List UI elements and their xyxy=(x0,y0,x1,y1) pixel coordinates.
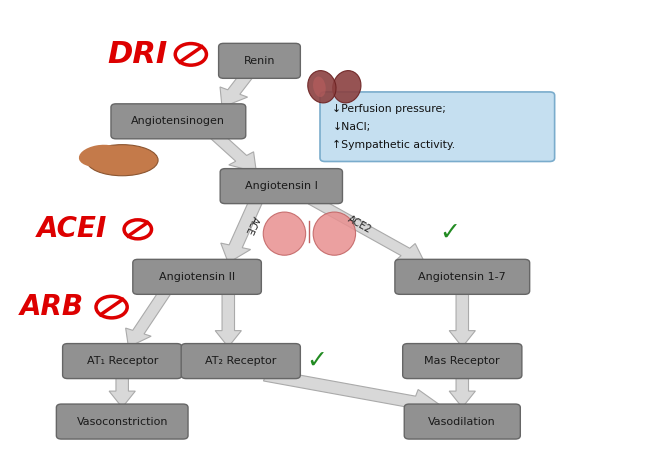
FancyArrow shape xyxy=(220,72,253,107)
Text: Angiotensinogen: Angiotensinogen xyxy=(131,116,226,126)
Text: DRI: DRI xyxy=(108,40,168,69)
Text: ↓NaCl;: ↓NaCl; xyxy=(333,122,370,132)
FancyBboxPatch shape xyxy=(62,344,182,378)
Text: Angiotensin II: Angiotensin II xyxy=(159,272,235,282)
Text: AT₁ Receptor: AT₁ Receptor xyxy=(86,356,158,366)
FancyArrow shape xyxy=(211,132,256,172)
FancyArrow shape xyxy=(308,197,425,263)
Ellipse shape xyxy=(263,212,305,255)
FancyArrow shape xyxy=(221,199,263,263)
Ellipse shape xyxy=(86,144,158,176)
Text: ACEI: ACEI xyxy=(37,215,107,243)
Text: ↓Perfusion pressure;: ↓Perfusion pressure; xyxy=(333,104,447,114)
FancyBboxPatch shape xyxy=(111,104,246,139)
FancyBboxPatch shape xyxy=(220,169,343,203)
FancyBboxPatch shape xyxy=(403,344,522,378)
FancyBboxPatch shape xyxy=(133,259,261,294)
FancyArrow shape xyxy=(109,375,135,408)
Text: ✓: ✓ xyxy=(439,220,460,244)
FancyBboxPatch shape xyxy=(181,344,300,378)
Text: Angiotensin I: Angiotensin I xyxy=(245,181,318,191)
Text: ↑Sympathetic activity.: ↑Sympathetic activity. xyxy=(333,140,456,150)
Ellipse shape xyxy=(333,71,361,103)
FancyBboxPatch shape xyxy=(57,404,188,439)
Text: AT₂ Receptor: AT₂ Receptor xyxy=(205,356,276,366)
FancyBboxPatch shape xyxy=(218,43,300,78)
Ellipse shape xyxy=(313,76,326,97)
FancyArrow shape xyxy=(449,291,475,347)
FancyBboxPatch shape xyxy=(320,92,554,162)
Ellipse shape xyxy=(79,145,122,167)
Ellipse shape xyxy=(307,71,336,103)
Text: ✓: ✓ xyxy=(307,349,328,373)
Text: Vasodilation: Vasodilation xyxy=(428,417,496,427)
Text: Mas Receptor: Mas Receptor xyxy=(424,356,500,366)
FancyArrow shape xyxy=(449,375,475,408)
FancyArrow shape xyxy=(125,289,172,347)
FancyArrow shape xyxy=(263,369,443,414)
Text: Angiotensin 1-7: Angiotensin 1-7 xyxy=(419,272,506,282)
FancyBboxPatch shape xyxy=(395,259,530,294)
Text: ACE2: ACE2 xyxy=(346,214,373,236)
FancyBboxPatch shape xyxy=(404,404,520,439)
Text: ARB: ARB xyxy=(20,293,84,321)
Text: ACE: ACE xyxy=(243,214,260,236)
Text: Vasoconstriction: Vasoconstriction xyxy=(77,417,168,427)
Ellipse shape xyxy=(313,212,356,255)
FancyArrow shape xyxy=(215,291,241,347)
Text: Renin: Renin xyxy=(244,56,275,66)
